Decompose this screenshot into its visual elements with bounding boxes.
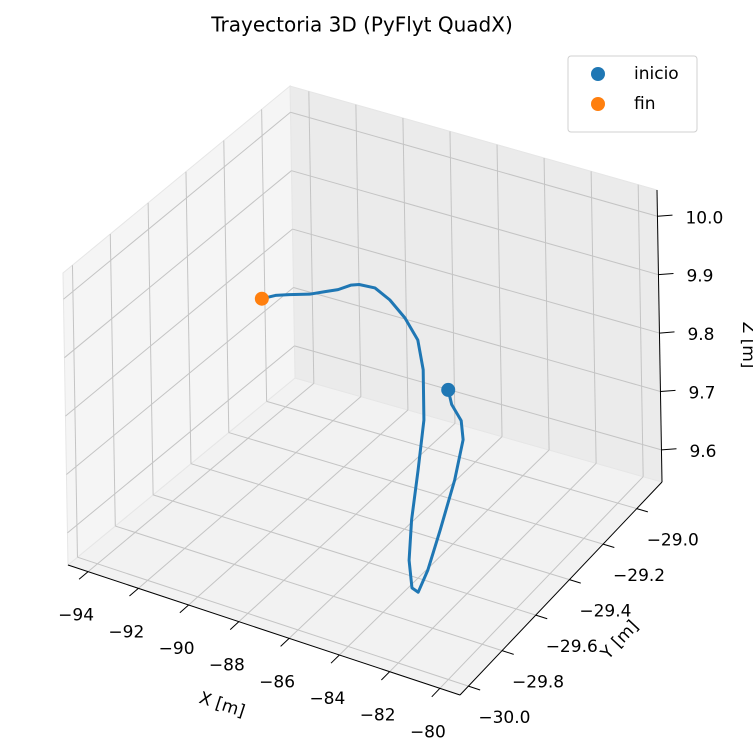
grid-line bbox=[77, 556, 469, 687]
tick-mark bbox=[330, 654, 340, 664]
grid-line bbox=[288, 436, 503, 639]
tick-mark bbox=[78, 571, 89, 580]
axis-line bbox=[67, 564, 461, 696]
tick-mark bbox=[501, 650, 514, 655]
trajectory-line bbox=[261, 283, 465, 594]
grid-line bbox=[64, 170, 292, 359]
y-tick-label: −29.0 bbox=[647, 531, 699, 551]
x-tick-label: −82 bbox=[360, 706, 396, 726]
grid-line bbox=[71, 265, 78, 558]
grid-line bbox=[449, 131, 456, 424]
tick-mark bbox=[569, 579, 581, 584]
grid-line bbox=[402, 117, 409, 411]
grid-line bbox=[67, 345, 295, 534]
x-tick-label: −80 bbox=[410, 722, 446, 742]
legend-label: fin bbox=[634, 94, 655, 114]
y-tick-label: −29.4 bbox=[579, 602, 631, 622]
grid-line bbox=[389, 462, 597, 673]
legend: inicio fin bbox=[567, 55, 698, 133]
tick-mark bbox=[280, 637, 290, 647]
grid-line bbox=[637, 184, 644, 477]
axis-line bbox=[656, 189, 663, 483]
z-tick-label: 9.6 bbox=[689, 442, 716, 462]
grid-line bbox=[63, 111, 291, 300]
tick-mark bbox=[657, 214, 673, 217]
tick-mark bbox=[661, 448, 677, 451]
pane-left bbox=[62, 84, 296, 567]
z-tick-label: 10.0 bbox=[685, 208, 723, 228]
z-tick-label: 9.7 bbox=[688, 383, 715, 403]
grid-line bbox=[190, 463, 570, 581]
grid-line bbox=[339, 449, 550, 656]
legend-marker bbox=[591, 97, 605, 111]
y-tick-label: −29.2 bbox=[613, 566, 665, 586]
tick-mark bbox=[229, 621, 240, 630]
tick-mark bbox=[659, 331, 675, 334]
grid-line bbox=[590, 171, 597, 464]
z-tick-label: 9.8 bbox=[687, 325, 714, 345]
grid-line bbox=[266, 400, 637, 510]
x-tick-label: −94 bbox=[58, 606, 94, 626]
grid-line bbox=[439, 476, 644, 689]
grid-line bbox=[152, 494, 536, 616]
grid-line bbox=[138, 396, 362, 589]
grid-line bbox=[87, 382, 315, 573]
axis-line bbox=[459, 481, 663, 696]
grid-line bbox=[109, 234, 116, 527]
grid-line bbox=[223, 140, 230, 433]
grid-line bbox=[115, 525, 503, 652]
tick-mark bbox=[381, 671, 390, 681]
grid-line bbox=[292, 228, 660, 334]
x-tick-label: −92 bbox=[108, 622, 144, 642]
grid-line bbox=[496, 144, 503, 437]
tick-mark bbox=[658, 273, 674, 276]
grid-line bbox=[66, 287, 294, 475]
grid-line bbox=[543, 157, 550, 451]
x-tick-label: −90 bbox=[159, 639, 195, 659]
tick-mark bbox=[468, 685, 481, 691]
y-tick-label: −30.0 bbox=[478, 708, 530, 728]
legend-label: inicio bbox=[634, 64, 679, 84]
x-axis-label: X [m] bbox=[197, 688, 248, 722]
point-marker bbox=[441, 382, 456, 397]
point-marker bbox=[254, 291, 269, 306]
grid-line bbox=[308, 91, 315, 384]
z-tick-label: 9.9 bbox=[686, 267, 713, 287]
grid-line bbox=[293, 286, 661, 392]
x-tick-label: −84 bbox=[309, 689, 345, 709]
tick-mark bbox=[431, 687, 441, 698]
chart-title: Trayectoria 3D (PyFlyt QuadX) bbox=[210, 13, 513, 37]
legend-marker bbox=[591, 67, 605, 81]
tick-mark bbox=[636, 508, 648, 513]
tick-mark bbox=[535, 614, 548, 620]
tick-mark bbox=[602, 543, 615, 548]
grid-line bbox=[185, 171, 192, 464]
grid-line bbox=[261, 109, 268, 402]
y-axis-label: Y [m] bbox=[596, 616, 642, 664]
grid-line bbox=[188, 409, 409, 606]
grid-line bbox=[290, 111, 658, 217]
grid-line bbox=[291, 170, 659, 276]
x-tick-label: −86 bbox=[259, 672, 295, 692]
x-tick-label: −88 bbox=[209, 656, 245, 676]
grid-line bbox=[294, 345, 662, 451]
z-axis-label: Z [m] bbox=[738, 322, 753, 369]
tick-mark bbox=[179, 604, 189, 614]
grid-line bbox=[65, 228, 293, 417]
grid-line bbox=[355, 104, 362, 397]
y-tick-label: −29.6 bbox=[546, 637, 598, 657]
tick-mark bbox=[129, 587, 139, 597]
tick-mark bbox=[660, 389, 676, 392]
y-tick-label: −29.8 bbox=[512, 673, 564, 693]
grid-line bbox=[147, 202, 154, 495]
